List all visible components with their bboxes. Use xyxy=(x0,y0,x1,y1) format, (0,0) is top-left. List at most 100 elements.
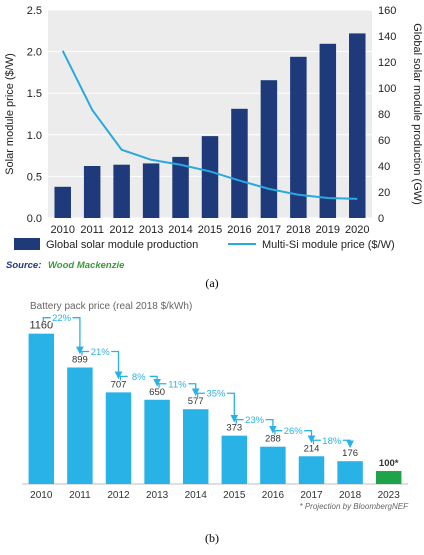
battery-price-bar xyxy=(182,409,209,484)
drop-percent-label: 35% xyxy=(206,389,226,400)
drop-label-bg xyxy=(243,413,266,425)
x-tick-label: 2010 xyxy=(50,224,74,236)
x-tick-label: 2018 xyxy=(339,490,362,501)
production-bar xyxy=(172,156,189,218)
drop-label-bg xyxy=(127,370,150,382)
production-bar xyxy=(54,186,71,218)
drop-percent-label: 21% xyxy=(91,347,111,358)
chart-b-title: Battery pack price (real 2018 $/kWh) xyxy=(30,301,192,312)
chart-a-left-axis-label: Solar module price ($/W) xyxy=(4,53,16,175)
legend-bar-swatch xyxy=(14,238,40,250)
value-label: 1160 xyxy=(29,320,53,332)
chart-a-x-ticks: 2010 2011 2012 2013 2014 2015 2016 2017 2018 2019… xyxy=(50,224,369,236)
battery-price-bar xyxy=(337,461,363,484)
production-bar xyxy=(260,80,278,218)
battery-price-bar xyxy=(221,435,248,484)
right-tick-label: 100 xyxy=(378,83,396,95)
right-tick-label: 20 xyxy=(378,187,390,199)
chart-a-legend: Global solar module production Multi-Si … xyxy=(14,238,395,251)
x-tick-label: 2015 xyxy=(198,224,222,236)
value-label: 577 xyxy=(188,396,204,407)
right-tick-label: 60 xyxy=(378,135,390,147)
chart-a-right-axis-label: Global solar module production (GW) xyxy=(411,23,423,205)
production-bar xyxy=(201,136,219,218)
x-tick-label: 2020 xyxy=(345,224,369,236)
chart-a-bars xyxy=(54,33,366,219)
x-tick-label: 2012 xyxy=(109,224,133,236)
production-bar xyxy=(83,166,101,218)
x-tick-label: 2011 xyxy=(80,224,104,236)
x-tick-label: 2014 xyxy=(185,490,208,501)
chart-b: Battery pack price (real 2018 $/kWh) 116… xyxy=(22,301,409,545)
x-tick-label: 2013 xyxy=(146,490,169,501)
chart-b-value-labels: 1160 899 707 650 577 373 288 214 176 100* xyxy=(29,320,398,469)
battery-price-bar xyxy=(144,399,170,484)
production-bar xyxy=(231,108,248,218)
right-tick-label: 0 xyxy=(378,213,384,225)
legend-bar-label: Global solar module production xyxy=(46,239,198,251)
projection-bar xyxy=(375,471,402,484)
source-note: Source: Wood Mackenzie xyxy=(6,260,125,271)
right-tick-label: 160 xyxy=(378,5,396,17)
x-tick-label: 2010 xyxy=(30,490,53,501)
legend-line-label: Multi-Si module price ($/W) xyxy=(262,239,395,251)
battery-price-bar xyxy=(105,392,132,484)
x-tick-label: 2015 xyxy=(223,490,246,501)
drop-percent-label: 26% xyxy=(284,426,304,437)
x-tick-label: 2017 xyxy=(300,490,323,501)
drop-label-bg xyxy=(166,377,189,389)
left-tick-label: 0.5 xyxy=(27,171,42,183)
x-tick-label: 2011 xyxy=(69,490,91,501)
drop-percent-label: 23% xyxy=(245,415,265,426)
x-tick-label: 2014 xyxy=(168,224,192,236)
x-tick-label: 2016 xyxy=(227,224,251,236)
drop-percent-label: 18% xyxy=(322,436,342,447)
drop-percent-label: 11% xyxy=(168,379,187,390)
chart-b-x-ticks: 2010 2011 2012 2013 2014 2015 2016 2017 2018 2023 xyxy=(30,490,400,501)
value-label: 214 xyxy=(304,443,320,454)
chart-b-bars xyxy=(28,333,402,484)
production-bar xyxy=(349,33,366,219)
drop-label-bg xyxy=(282,424,305,436)
production-bar xyxy=(319,43,337,218)
battery-price-bar xyxy=(28,333,55,484)
value-label: 100* xyxy=(379,458,399,469)
caption-b: (b) xyxy=(205,531,219,545)
left-tick-label: 1.5 xyxy=(27,88,42,100)
chart-a-left-ticks: 0.0 0.5 1.0 1.5 2.0 2.5 xyxy=(27,5,42,225)
chart-b-footnote: * Projection by BloombergNEF xyxy=(300,502,410,511)
drop-label-bg xyxy=(205,387,227,399)
caption-a: (a) xyxy=(205,276,218,290)
value-label: 899 xyxy=(72,354,88,365)
drop-label-bg xyxy=(89,345,112,357)
production-bar xyxy=(113,164,130,218)
left-tick-label: 1.0 xyxy=(27,130,42,142)
right-tick-label: 40 xyxy=(378,161,390,173)
x-tick-label: 2013 xyxy=(139,224,163,236)
battery-price-bar xyxy=(260,446,286,484)
chart-a: 0.0 0.5 1.0 1.5 2.0 2.5 0 20 40 60 80 100 120 140 160… xyxy=(4,5,423,290)
drop-percent-label: 22% xyxy=(52,313,72,324)
x-tick-label: 2019 xyxy=(316,224,340,236)
production-bar xyxy=(290,56,307,218)
value-label: 650 xyxy=(149,387,165,398)
drop-label-bg xyxy=(320,434,343,446)
source-label: Source: xyxy=(6,260,41,271)
left-tick-label: 2.0 xyxy=(27,47,42,59)
battery-price-bar xyxy=(298,456,325,484)
x-tick-label: 2016 xyxy=(262,490,285,501)
drop-percent-label: 8% xyxy=(132,372,146,383)
source-name: Wood Mackenzie xyxy=(48,260,125,271)
x-tick-label: 2017 xyxy=(257,224,281,236)
left-tick-label: 2.5 xyxy=(27,5,42,17)
production-bar xyxy=(142,163,160,218)
chart-a-price-line xyxy=(61,50,358,200)
x-tick-label: 2023 xyxy=(378,490,401,501)
value-label: 707 xyxy=(111,379,127,390)
x-tick-label: 2012 xyxy=(107,490,130,501)
x-tick-label: 2018 xyxy=(286,224,310,236)
chart-b-drop-arrows: 22% 21% 8% 11% 35% 23% 26% 18% xyxy=(42,311,354,449)
left-tick-label: 0.0 xyxy=(27,213,42,225)
